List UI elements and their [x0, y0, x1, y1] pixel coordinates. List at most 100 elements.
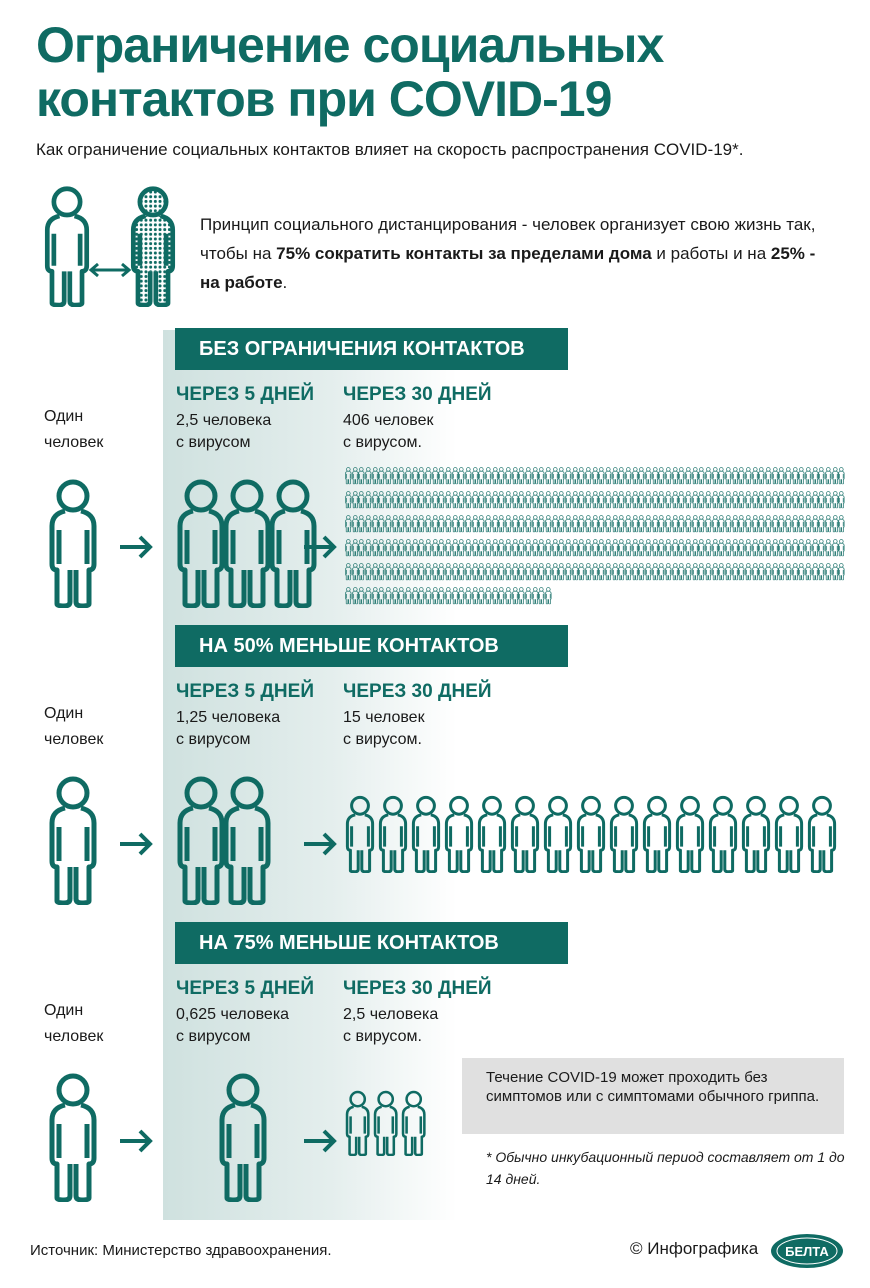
small-person-icon: [385, 467, 392, 485]
small-person-icon: [771, 563, 779, 581]
small-person-icon: [598, 491, 605, 509]
small-person-icon: [531, 539, 539, 557]
small-person-icon: [425, 539, 432, 557]
small-person-icon: [611, 515, 619, 533]
small-person-icon: [825, 467, 832, 485]
small-person-icon: [691, 467, 699, 485]
small-person-icon: [538, 563, 545, 581]
small-person-icon: [785, 467, 792, 485]
small-person-icon: [745, 467, 752, 485]
small-person-icon: [438, 539, 445, 557]
small-person-icon: [591, 515, 599, 533]
small-person-icon: [711, 467, 719, 485]
small-person-icon: [645, 539, 652, 557]
small-person-icon: [758, 467, 765, 485]
small-person-icon: [465, 515, 472, 533]
person-icon: [345, 1090, 370, 1156]
small-person-icon: [551, 563, 559, 581]
small-person-icon: [438, 587, 445, 605]
small-person-icon: [745, 563, 752, 581]
small-person-icon: [571, 515, 579, 533]
small-person-icon: [445, 587, 452, 605]
small-person-icon: [345, 539, 352, 557]
small-person-icon: [811, 467, 819, 485]
small-person-icon: [578, 491, 585, 509]
footnote: * Обычно инкубационный период составляет…: [486, 1149, 845, 1187]
small-person-icon: [505, 515, 512, 533]
small-person-icon: [398, 491, 405, 509]
small-person-icon: [618, 563, 625, 581]
person-icon: [345, 795, 375, 873]
small-person-icon: [358, 515, 365, 533]
small-person-icon: [385, 515, 392, 533]
small-person-icon: [531, 491, 539, 509]
small-person-icon: [578, 563, 585, 581]
small-person-icon: [511, 563, 519, 581]
small-person-icon: [505, 467, 512, 485]
small-person-icon: [725, 539, 732, 557]
small-person-icon: [485, 515, 492, 533]
small-person-icon: [531, 563, 539, 581]
small-person-icon: [525, 539, 532, 557]
small-person-icon: [825, 563, 832, 581]
small-person-icon: [511, 467, 519, 485]
small-person-icon: [645, 515, 652, 533]
small-person-icon: [758, 563, 765, 581]
small-person-icon: [558, 491, 565, 509]
small-person-icon: [598, 467, 605, 485]
person-icon: [411, 795, 441, 873]
small-person-icon: [485, 587, 492, 605]
small-person-icon: [685, 491, 692, 509]
small-person-icon: [798, 491, 805, 509]
subtitle: Как ограничение социальных контактов вли…: [36, 140, 744, 159]
small-person-icon: [565, 563, 572, 581]
small-person-icon: [831, 563, 839, 581]
small-person-icon: [485, 491, 492, 509]
small-person-icon: [605, 563, 612, 581]
small-person-icon: [545, 467, 552, 485]
small-person-icon: [518, 467, 525, 485]
five-days-label: ЧЕРЕЗ 5 ДНЕЙ: [176, 384, 314, 405]
section-header: НА 75% МЕНЬШЕ КОНТАКТОВ: [175, 922, 568, 964]
small-person-icon: [391, 563, 399, 581]
person-icon: [176, 775, 226, 905]
small-person-icon: [738, 539, 745, 557]
small-person-icon: [725, 563, 732, 581]
small-person-icon: [778, 539, 785, 557]
small-person-icon: [638, 515, 645, 533]
small-person-icon: [518, 515, 525, 533]
small-person-icon: [618, 515, 625, 533]
small-person-icon: [545, 515, 552, 533]
small-person-icon: [771, 515, 779, 533]
person-icon: [708, 795, 738, 873]
small-person-icon: [791, 467, 799, 485]
small-person-icon: [351, 515, 359, 533]
small-person-icon: [831, 515, 839, 533]
person-icon: [576, 795, 606, 873]
thirty-days-label: ЧЕРЕЗ 30 ДНЕЙ: [343, 384, 492, 405]
person-icon: [222, 478, 272, 608]
small-person-icon: [358, 491, 365, 509]
five-days-value: 2,5 человека с вирусом: [176, 412, 272, 451]
small-person-icon: [438, 515, 445, 533]
person-icon: [807, 795, 837, 873]
small-person-icon: [718, 491, 725, 509]
small-person-icon: [531, 587, 539, 605]
small-person-icon: [411, 491, 419, 509]
small-person-icon: [611, 467, 619, 485]
small-person-icon: [665, 467, 672, 485]
small-person-icon: [525, 491, 532, 509]
small-person-icon: [778, 515, 785, 533]
person-icon: [48, 478, 98, 608]
small-person-icon: [571, 539, 579, 557]
small-person-icon: [585, 467, 592, 485]
small-person-icon: [605, 539, 612, 557]
small-person-icon: [518, 563, 525, 581]
small-person-icon: [745, 515, 752, 533]
small-person-icon: [511, 515, 519, 533]
arrow-right-icon: [304, 832, 337, 856]
small-person-icon: [671, 491, 679, 509]
small-person-icon: [411, 467, 419, 485]
small-person-icon: [825, 539, 832, 557]
small-person-icon: [605, 515, 612, 533]
